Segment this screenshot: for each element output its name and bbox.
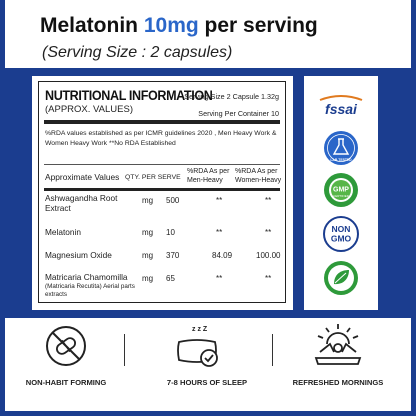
no-pills-icon [46, 326, 86, 366]
fssai-logo: fssai [312, 94, 370, 118]
row-rda-women: ** [265, 228, 272, 237]
row-unit: mg [142, 251, 154, 260]
row-rda-women: ** [265, 196, 272, 205]
non-gmo-badge: NON GMO [323, 216, 359, 252]
row-rda-men: ** [216, 196, 223, 205]
sunrise-person-icon [314, 324, 362, 365]
non-gmo-icon: NON GMO [323, 216, 359, 252]
right-border [411, 0, 416, 416]
facts-subtitle: (APPROX. VALUES) [45, 104, 133, 115]
benefit-divider [272, 334, 273, 366]
gmp-certified-badge: GMP CERTIFIED [323, 172, 359, 208]
title-prefix: Melatonin [40, 14, 144, 37]
nutrition-facts-box: NUTRITIONAL INFORMATION (APPROX. VALUES)… [38, 81, 286, 303]
row-unit: mg [142, 196, 154, 205]
gmp-text: GMP [333, 187, 349, 194]
row-unit: mg [142, 228, 154, 237]
header-divider [44, 188, 280, 191]
row-rda-women: ** [265, 274, 272, 283]
row-qty: 370 [166, 251, 180, 260]
servings-per-container: Serving Per Container 10 [198, 109, 279, 118]
svg-text:z z Z: z z Z [192, 326, 208, 333]
row-qty: 500 [166, 196, 180, 205]
fssai-icon: fssai [319, 95, 363, 117]
fssai-text: fssai [325, 101, 358, 117]
row-name: Matricaria Chamomilla (Matricaria Recutit… [45, 272, 141, 299]
benefit-label: NON-HABIT FORMING [25, 378, 107, 387]
row-rda-women: 100.00 [256, 251, 281, 260]
facts-title: NUTRITIONAL INFORMATION [45, 88, 213, 103]
row-rda-men: ** [216, 228, 223, 237]
gmo-text: GMO [331, 234, 352, 244]
certification-badges: fssai LAB TESTED GMP CERTIFIED NON GMO [304, 76, 378, 310]
serving-size: Serving Size 2 Capsule 1.32g [184, 92, 279, 101]
flask-icon: LAB TESTED [324, 131, 358, 165]
row-unit: mg [142, 274, 154, 283]
leaf-icon [324, 261, 358, 295]
benefit-label: REFRESHED MORNINGS [292, 378, 384, 387]
gmp-seal-icon: GMP CERTIFIED [324, 173, 358, 207]
column-qty: QTY. PER SERVE [125, 174, 181, 181]
row-rda-men: 84.09 [212, 251, 233, 260]
row-name: Melatonin [45, 227, 81, 237]
non-text: NON [332, 224, 351, 234]
title-suffix: per serving [198, 14, 318, 37]
row-name-text: Matricaria Chamomilla [45, 272, 128, 282]
column-name: Approximate Values [45, 172, 120, 182]
bottom-border [0, 411, 416, 416]
sleep-pillow-icon: z z Z [177, 326, 218, 367]
page-subtitle: (Serving Size : 2 capsules) [42, 44, 233, 61]
nutrition-panel: NUTRITIONAL INFORMATION (APPROX. VALUES)… [32, 76, 293, 310]
left-border [0, 0, 5, 416]
row-qty: 65 [166, 274, 175, 283]
vegetarian-badge [323, 260, 359, 296]
lab-tested-badge: LAB TESTED [323, 130, 359, 166]
gmp-certified-text: CERTIFIED [333, 194, 350, 198]
benefit-label: 7-8 HOURS OF SLEEP [166, 378, 248, 387]
row-subnote: (Matricaria Recutita) Aerial parts extra… [45, 282, 135, 298]
lab-tested-text: LAB TESTED [330, 158, 352, 162]
thin-divider [44, 164, 280, 165]
row-name: Magnesium Oxide [45, 250, 112, 260]
page-title: Melatonin 10mg per serving [40, 14, 318, 38]
benefit-divider [124, 334, 125, 366]
column-rda-women: %RDA As per Women-Heavy [235, 168, 282, 184]
title-accent: 10mg [143, 14, 199, 37]
row-name: Ashwagandha Root Extract [45, 193, 118, 213]
rda-note: %RDA values established as per ICMR guid… [45, 130, 277, 147]
column-rda-men: %RDA As per Men-Heavy [187, 168, 230, 184]
thick-divider [44, 120, 280, 124]
row-qty: 10 [166, 228, 175, 237]
row-rda-men: ** [216, 274, 223, 283]
